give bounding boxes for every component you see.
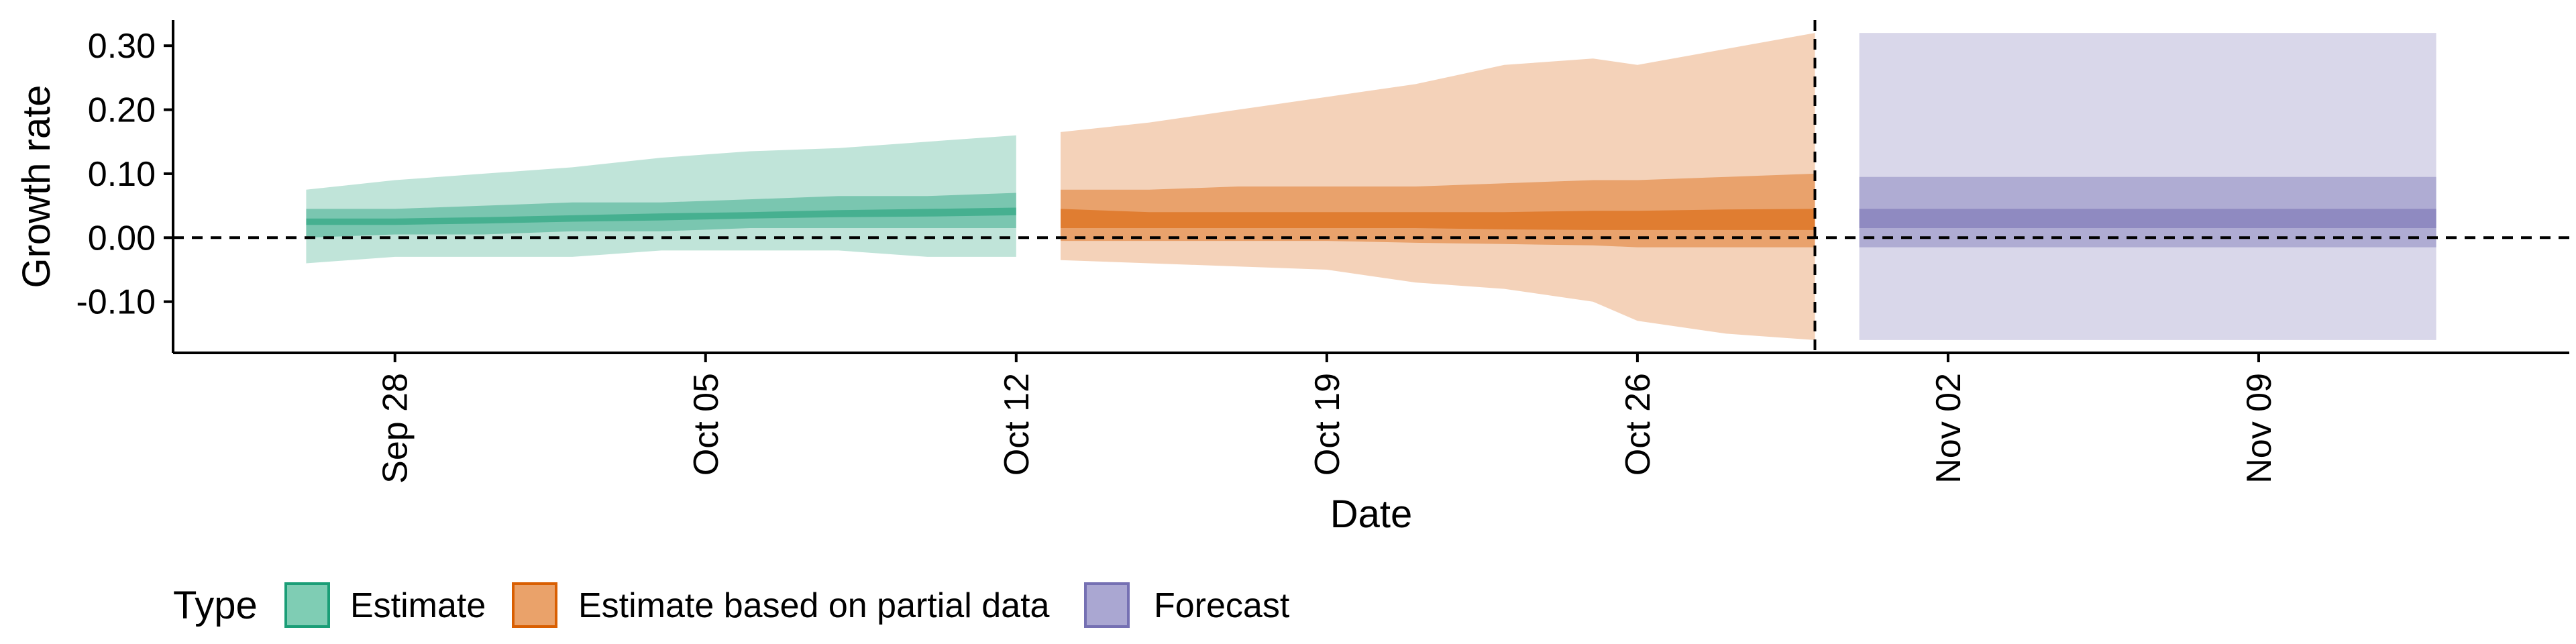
x-tick-label: Oct 12 xyxy=(998,373,1036,476)
x-tick-label: Oct 19 xyxy=(1308,373,1347,476)
legend-key xyxy=(284,582,330,628)
estimate-based-on-partial-data-band-20 xyxy=(1061,209,1815,230)
x-axis-title: Date xyxy=(1330,492,1413,536)
forecast-band-20 xyxy=(1859,209,2436,228)
axes: 0.30 0.20 0.10 0.00 -0.10 Sep 28 Oct 05 Oct 12 O… xyxy=(15,20,2569,536)
estimate-band-90 xyxy=(306,135,1016,264)
legend-label: Estimate based on partial data xyxy=(578,586,1050,625)
estimate-band-20 xyxy=(306,207,1016,225)
estimate-based-on-partial-data-band-90 xyxy=(1061,33,1815,340)
x-tick-label: Nov 09 xyxy=(2240,373,2279,484)
legend-label: Forecast xyxy=(1154,586,1290,625)
legend-key xyxy=(1084,582,1130,628)
legend-key xyxy=(512,582,557,628)
y-axis-title: Growth rate xyxy=(15,85,58,288)
forecast-band-90 xyxy=(1859,33,2436,340)
y-tick-label: 0.20 xyxy=(88,91,156,130)
y-tick-label: 0.10 xyxy=(88,155,156,194)
x-tick-label: Oct 05 xyxy=(687,373,726,476)
legend-label: Estimate xyxy=(350,586,486,625)
ribbon-bands xyxy=(306,33,2436,340)
y-tick-label: -0.10 xyxy=(76,283,156,322)
reference-lines xyxy=(173,20,2569,353)
legend: Type Estimate Estimate based on partial da… xyxy=(173,582,1290,628)
x-tick-label: Nov 02 xyxy=(1929,373,1968,484)
x-tick-label: Oct 26 xyxy=(1619,373,1658,476)
legend-title: Type xyxy=(173,584,258,627)
y-tick-label: 0.00 xyxy=(88,219,156,258)
x-tick-label: Sep 28 xyxy=(376,373,415,484)
y-tick-label: 0.30 xyxy=(88,27,156,66)
